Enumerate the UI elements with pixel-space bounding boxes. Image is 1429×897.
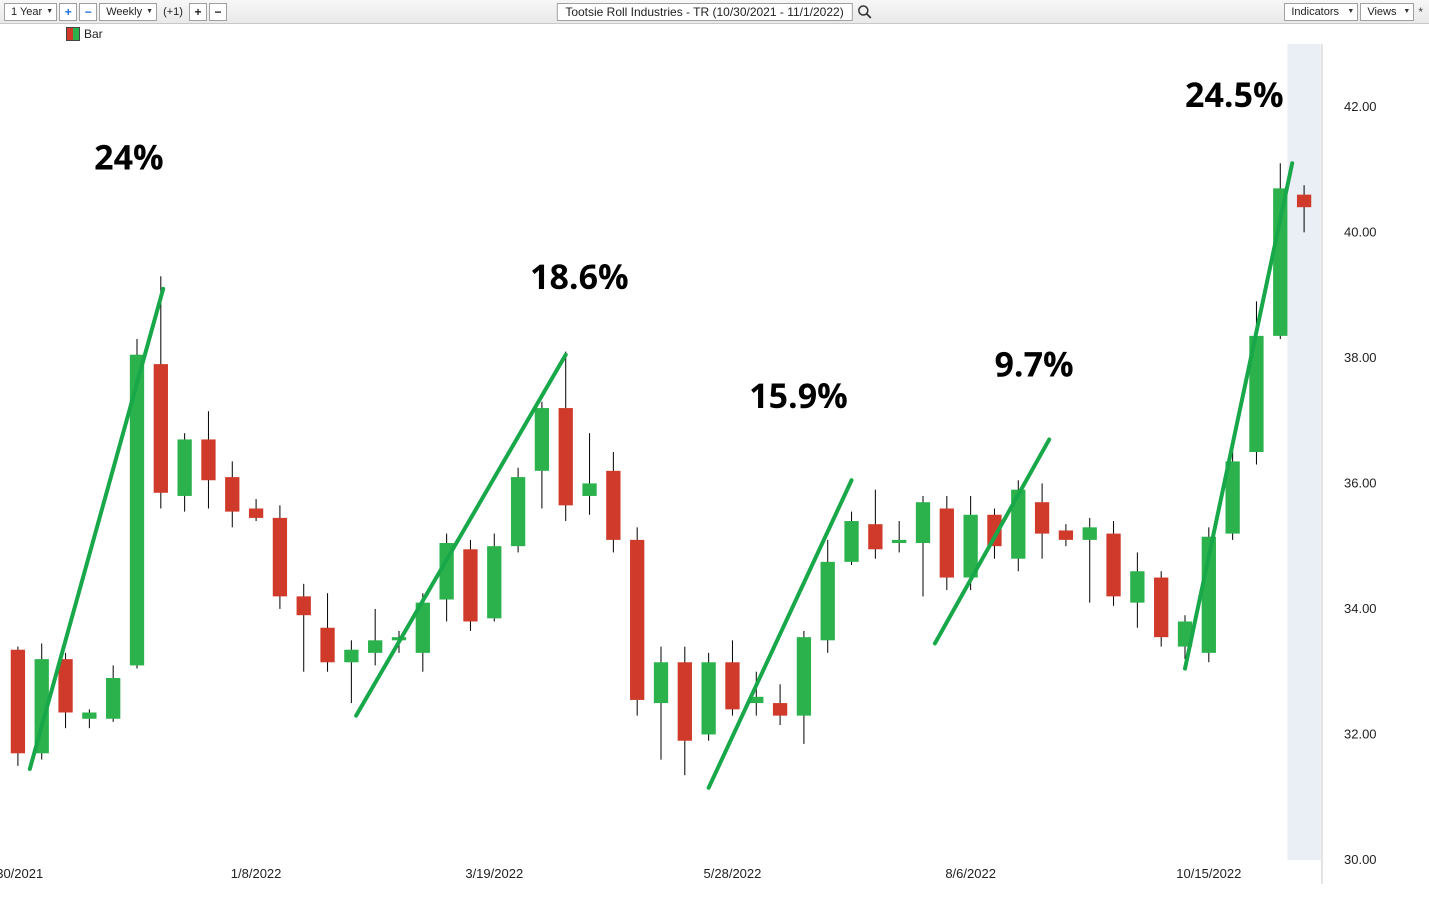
- candle-down: [940, 508, 954, 577]
- candle-down: [725, 662, 739, 709]
- candle-down: [201, 439, 215, 480]
- legend-bar-label: Bar: [84, 27, 103, 41]
- candle-up: [511, 477, 525, 546]
- y-tick-label: 38.00: [1344, 350, 1377, 365]
- annotation-label: 24.5%: [1185, 71, 1284, 117]
- range-label: 1 Year: [11, 6, 42, 18]
- candle-up: [344, 650, 358, 663]
- candle-up: [844, 521, 858, 562]
- candle-up: [654, 662, 668, 703]
- legend: Bar: [0, 24, 1429, 44]
- range-dropdown[interactable]: 1 Year: [4, 3, 57, 21]
- indicators-dropdown[interactable]: Indicators: [1284, 3, 1358, 21]
- candle-down: [606, 471, 620, 540]
- candle-down: [225, 477, 239, 512]
- views-label: Views: [1367, 6, 1396, 18]
- y-tick-label: 36.00: [1344, 475, 1377, 490]
- candle-up: [1083, 527, 1097, 540]
- annotation-label: 15.9%: [749, 372, 848, 418]
- trend-line: [356, 355, 566, 716]
- candle-up: [368, 640, 382, 653]
- indicators-label: Indicators: [1291, 6, 1339, 18]
- candle-down: [320, 628, 334, 663]
- toolbar: 1 Year + − Weekly (+1) + − Tootsie Roll …: [0, 0, 1429, 24]
- candle-up: [582, 483, 596, 496]
- annotation-label: 9.7%: [994, 341, 1073, 387]
- trend-line: [1185, 163, 1292, 668]
- candle-up: [892, 540, 906, 543]
- candle-up: [82, 712, 96, 718]
- candle-up: [535, 408, 549, 471]
- toolbar-left: 1 Year + − Weekly (+1) + −: [0, 3, 227, 21]
- candle-down: [678, 662, 692, 740]
- candle-down: [1154, 578, 1168, 638]
- x-tick-label: 8/6/2022: [945, 866, 996, 881]
- candle-down: [463, 549, 477, 621]
- y-tick-label: 42.00: [1344, 99, 1377, 114]
- candle-down: [773, 703, 787, 716]
- candle-up: [177, 439, 191, 495]
- toolbar-center: Tootsie Roll Industries - TR (10/30/2021…: [556, 3, 872, 21]
- candle-down: [1059, 530, 1073, 539]
- modified-star: *: [1416, 5, 1425, 19]
- chart-title: Tootsie Roll Industries - TR (10/30/2021…: [565, 5, 843, 19]
- candle-down: [1106, 534, 1120, 597]
- candle-up: [701, 662, 715, 734]
- x-tick-label: 5/28/2022: [704, 866, 762, 881]
- offset-plus-button[interactable]: +: [189, 3, 207, 21]
- candle-up: [797, 637, 811, 715]
- offset-label: (+1): [159, 6, 187, 18]
- interval-dropdown[interactable]: Weekly: [99, 3, 157, 21]
- range-plus-button[interactable]: +: [59, 3, 77, 21]
- x-tick-label: 3/19/2022: [465, 866, 523, 881]
- candle-down: [297, 596, 311, 615]
- candle-down: [1035, 502, 1049, 533]
- y-tick-label: 40.00: [1344, 224, 1377, 239]
- legend-bar-swatch: [66, 27, 80, 41]
- views-dropdown[interactable]: Views: [1360, 3, 1414, 21]
- chart-area[interactable]: 30.00 32.00 34.00 36.00 38.00 40.00 42.00/30/2…: [0, 44, 1429, 897]
- range-minus-button[interactable]: −: [79, 3, 97, 21]
- candle-down: [11, 650, 25, 754]
- search-icon[interactable]: [857, 4, 873, 20]
- candle-down: [154, 364, 168, 493]
- candlestick-chart: 30.00 32.00 34.00 36.00 38.00 40.00 42.00/30/2…: [0, 44, 1429, 897]
- candle-down: [249, 508, 263, 517]
- candle-down: [868, 524, 882, 549]
- offset-minus-button[interactable]: −: [209, 3, 227, 21]
- x-tick-label: 10/15/2022: [1176, 866, 1241, 881]
- candle-down: [1297, 195, 1311, 208]
- candle-down: [630, 540, 644, 700]
- annotation-label: 24%: [94, 134, 164, 180]
- toolbar-right: Indicators Views *: [1284, 3, 1425, 21]
- x-tick-label: 1/8/2022: [231, 866, 282, 881]
- candle-down: [273, 518, 287, 596]
- chart-title-box[interactable]: Tootsie Roll Industries - TR (10/30/2021…: [556, 3, 852, 21]
- candle-up: [1130, 571, 1144, 602]
- y-tick-label: 30.00: [1344, 852, 1377, 867]
- y-tick-label: 32.00: [1344, 726, 1377, 741]
- candle-down: [58, 659, 72, 712]
- candle-up: [106, 678, 120, 719]
- x-tick-label: /30/2021: [0, 866, 43, 881]
- candle-down: [559, 408, 573, 505]
- y-tick-label: 34.00: [1344, 601, 1377, 616]
- annotation-label: 18.6%: [530, 253, 629, 299]
- candle-up: [916, 502, 930, 543]
- candle-up: [487, 546, 501, 618]
- interval-label: Weekly: [106, 6, 142, 18]
- candle-up: [821, 562, 835, 640]
